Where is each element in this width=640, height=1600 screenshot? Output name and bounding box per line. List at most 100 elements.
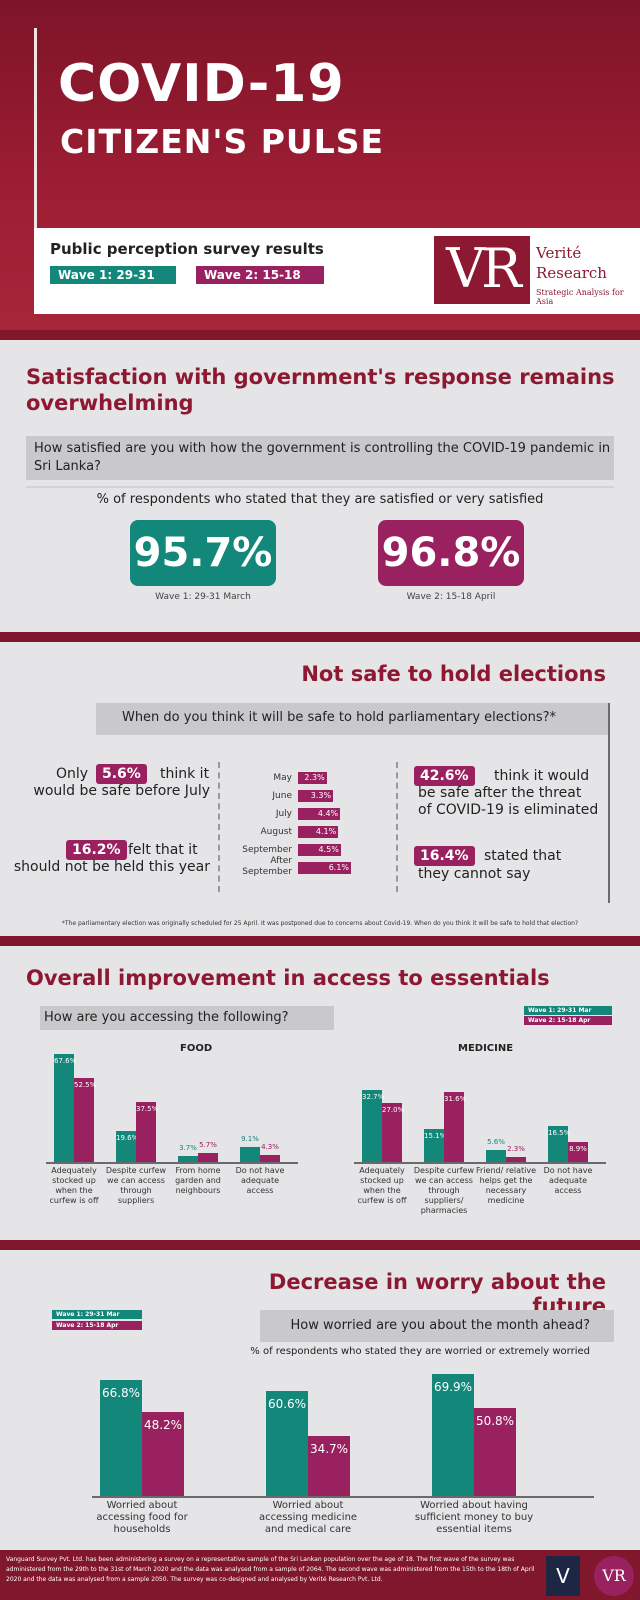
worry-question: How worried are you about the month ahea… [290,1318,590,1333]
month-label: August [260,827,293,837]
month-bar-value: 4.5% [318,845,339,854]
page-title-line2: CITIZEN'S PULSE [60,122,385,161]
section-divider [0,330,640,340]
bar-value: 19.6% [116,1133,139,1142]
logo-name-line1: Verité [536,244,582,262]
bar-value: 34.7% [309,1441,349,1456]
stmt-a-suffix: think it [160,766,210,782]
category-label: Adequately stocked up when the curfew is… [49,1166,99,1205]
bar-wave2 [444,1092,464,1162]
satisfaction-title: Satisfaction with government's response … [26,365,615,415]
bar-wave2 [260,1155,280,1162]
bar-wave1 [424,1128,444,1162]
logo-tagline: Strategic Analysis for Asia [536,288,624,306]
bar-value: 8.9% [569,1145,587,1154]
bar-wave2 [74,1078,94,1162]
bar-value: 5.6% [487,1137,505,1146]
bar-value: 60.6% [267,1396,307,1411]
wave2-badge: Wave 2: 15-18 Apr [196,266,324,296]
category-label: Despite curfew we can access through sup… [413,1166,475,1215]
month-bar: 4.1% [298,826,339,838]
bar-value: 37.5% [136,1105,159,1113]
bar-wave1 [548,1125,568,1162]
month-bar-value: 4.4% [317,809,339,818]
bar-value: 3.7% [179,1144,197,1153]
bar-wave2 [142,1412,184,1496]
bar-wave1 [266,1390,308,1496]
satisfaction-wave1-value: 95.7% [130,520,276,586]
access-question-box [40,1006,334,1030]
header-accent-line [34,28,37,228]
month-bar-value: 3.3% [310,791,332,800]
satisfaction-wave2-value: 96.8% [378,520,524,586]
category-label: From home garden and neighbours [175,1166,221,1195]
elections-footnote: *The parliamentary election was original… [61,920,579,927]
bar-wave1 [486,1149,506,1162]
bar-value: 5.7% [199,1140,217,1149]
month-label: June [272,791,292,801]
bar-value: 67.6% [54,1056,77,1065]
category-label: Do not have adequate access [235,1166,285,1195]
bar-value: 69.9% [433,1380,473,1395]
bar-value: 27.0% [382,1105,405,1114]
category-label: Worried about having sufficient money to… [414,1500,534,1535]
bar-wave2 [506,1156,526,1162]
month-label: After September [242,856,292,877]
elections-title: Not safe to hold elections [301,662,606,686]
month-label: September [242,845,292,855]
wave1-badge: Wave 1: 29-31 Mar [50,266,176,296]
stmt-a-line2: would be safe before July [33,783,210,799]
bar-wave1 [100,1379,142,1496]
bar-value: 50.8% [475,1413,515,1428]
divider [396,762,398,892]
bar-value: 16.5% [548,1128,571,1137]
month-bar-value: 6.1% [328,863,350,872]
category-label: Friend/ relative helps get the necessary… [475,1166,536,1205]
verite-footer-logo: VR [594,1556,634,1596]
chart-baseline [354,1162,606,1164]
stmt-a-value: 5.6% [96,764,147,784]
bar-wave2 [308,1435,350,1496]
satisfaction-wave1-label: Wave 1: 29-31 March [155,592,251,602]
elections-question: When do you think it will be safe to hol… [121,710,556,725]
bar-value: 52.5% [74,1081,97,1089]
stmt-b-line2: should not be held this year [13,859,210,875]
month-bar: 4.4% [298,808,341,820]
logo-name-line2: Research [536,264,607,282]
month-bar: 2.3% [298,772,327,784]
bar-value: 9.1% [241,1135,259,1144]
month-label: May [273,773,292,783]
bar-wave1 [240,1147,260,1162]
bar-wave1 [362,1090,382,1162]
bar-value: 2.3% [507,1144,525,1153]
stmt-a-prefix: Only [56,766,89,782]
bar-value: 4.3% [261,1143,279,1152]
satisfaction-question-box [26,436,614,480]
bar-wave2 [568,1142,588,1162]
category-label: Worried about accessing food for househo… [96,1500,188,1535]
month-bar-value: 4.1% [315,827,337,836]
stmt-c-line3: of COVID-19 is eliminated [418,802,599,818]
section-divider [0,936,640,946]
bar-value: 32.7% [362,1093,385,1102]
bar-wave2 [198,1152,218,1162]
bar-wave2 [136,1102,156,1162]
divider [608,703,610,903]
satisfaction-question: How satisfied are you with how the gover… [34,441,611,474]
worry-subtitle: % of respondents who stated they are wor… [250,1346,590,1357]
bar-value: 48.2% [143,1418,183,1433]
stmt-b-suffix: felt that it [128,842,198,858]
divider [218,762,220,892]
bar-wave1 [116,1130,136,1162]
bar-value: 31.6% [444,1095,467,1104]
footer-methodology-text: Vanguard Survey Pvt. Ltd. has been admin… [6,1556,535,1583]
legend-wave1: Wave 1: 29-31 Mar [524,1006,612,1015]
chart-baseline [92,1496,594,1498]
access-question: How are you accessing the following? [44,1010,289,1025]
month-bar: 3.3% [298,790,334,802]
category-label: Despite curfew we can access through sup… [105,1166,167,1205]
divider [26,486,614,488]
satisfaction-subtitle: % of respondents who stated that they ar… [96,492,544,507]
bar-wave2 [382,1102,402,1162]
section-divider [0,1240,640,1250]
